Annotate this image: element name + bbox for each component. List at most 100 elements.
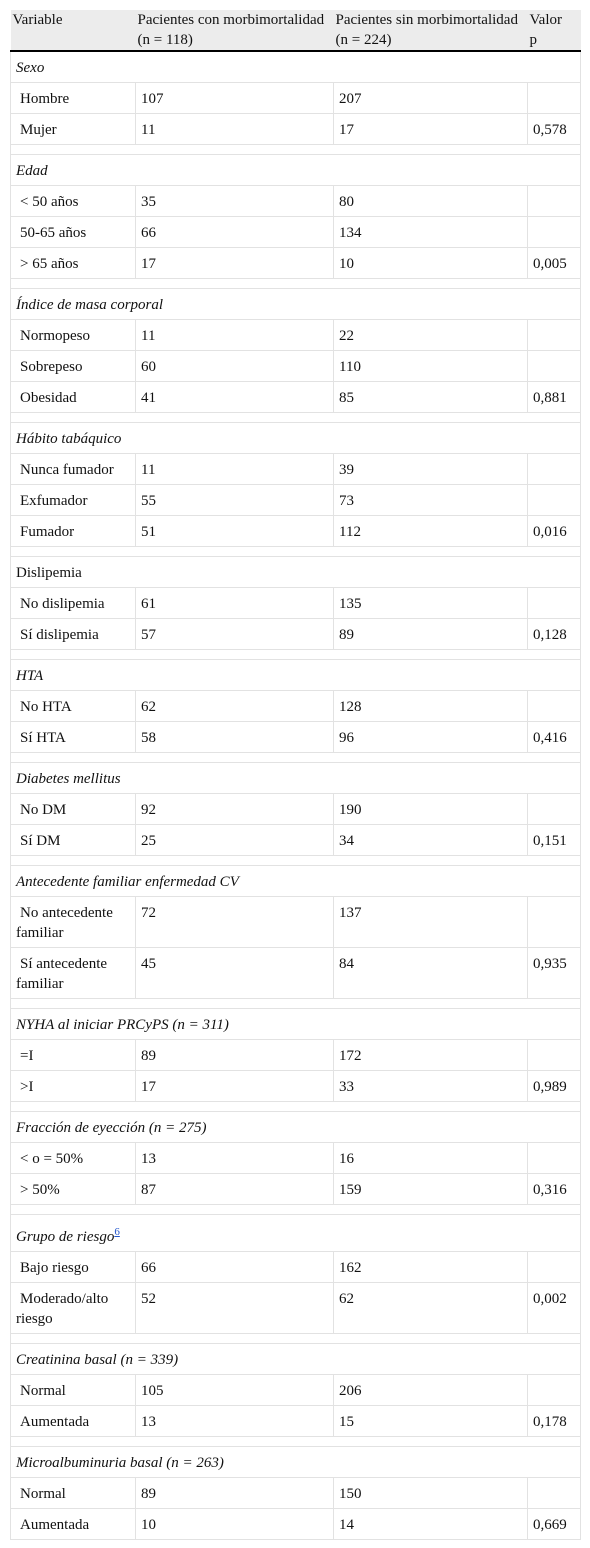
count-without: 150	[333, 1477, 528, 1509]
group-title: Diabetes mellitus	[16, 771, 121, 787]
header-cell: Variable	[10, 10, 136, 52]
count-with: 17	[135, 247, 334, 279]
count-with: 66	[135, 216, 334, 248]
footnote-ref: 6	[114, 1224, 120, 1238]
data-row: Exfumador 55 73	[10, 484, 581, 516]
p-value-cell	[527, 484, 581, 516]
p-value-cell: 0,005	[527, 247, 581, 279]
label-cell: < 50 años	[10, 185, 136, 217]
count-without: 89	[333, 618, 528, 650]
spacer-row	[10, 1333, 581, 1344]
p-value-cell: 0,578	[527, 113, 581, 145]
spacer-row	[10, 546, 581, 557]
header-cell: Pacientes sin morbimortalidad (n = 224)	[333, 10, 528, 52]
data-row: Moderado/alto riesgo 52 62 0,002	[10, 1282, 581, 1334]
row-label: Sí dislipemia	[20, 627, 99, 643]
count-without: 39	[333, 453, 528, 485]
spacer-row	[10, 1101, 581, 1112]
p-value-cell	[527, 453, 581, 485]
group-title-cell: Hábito tabáquico	[10, 422, 581, 454]
data-row: No HTA 62 128	[10, 690, 581, 722]
table-body: Sexo Hombre 107 207 Mujer 11 17 0,578 Edad < 50 a…	[10, 50, 581, 1540]
group-title-cell: Índice de masa corporal	[10, 288, 581, 320]
row-label: No antecedente familiar	[16, 905, 113, 941]
label-cell: >I	[10, 1070, 136, 1102]
data-row: No dislipemia 61 135	[10, 587, 581, 619]
count-with: 51	[135, 515, 334, 547]
spacer-row	[10, 649, 581, 660]
count-with: 17	[135, 1070, 334, 1102]
row-label: < 50 años	[20, 194, 79, 210]
row-label: Sí antecedente familiar	[16, 956, 108, 992]
data-row: No antecedente familiar 72 137	[10, 896, 581, 948]
p-value: 0,881	[533, 390, 567, 406]
count-with: 13	[135, 1405, 334, 1437]
data-row: Sí DM 25 34 0,151	[10, 824, 581, 856]
header-row: Variable Pacientes con morbimortalidad (n …	[10, 10, 581, 52]
header-text: p	[529, 32, 538, 48]
group-row: Diabetes mellitus	[10, 762, 581, 794]
spacer-row	[10, 278, 581, 289]
label-cell: Sobrepeso	[10, 350, 136, 382]
group-row: Hábito tabáquico	[10, 422, 581, 454]
label-cell: Sí antecedente familiar	[10, 947, 136, 999]
p-value-cell	[527, 1251, 581, 1283]
p-value-cell: 0,151	[527, 824, 581, 856]
footnote-link[interactable]: 6	[114, 1226, 120, 1238]
data-row: Aumentada 13 15 0,178	[10, 1405, 581, 1437]
p-value-cell	[527, 216, 581, 248]
group-row: Creatinina basal (n = 339)	[10, 1343, 581, 1375]
group-row: Antecedente familiar enfermedad CV	[10, 865, 581, 897]
count-without: 10	[333, 247, 528, 279]
count-with: 41	[135, 381, 334, 413]
count-without: 128	[333, 690, 528, 722]
spacer-cell	[10, 752, 581, 763]
label-cell: Aumentada	[10, 1508, 136, 1540]
count-without: 34	[333, 824, 528, 856]
group-title: Dislipemia	[16, 565, 82, 581]
row-label: Exfumador	[20, 493, 88, 509]
spacer-row	[10, 855, 581, 866]
header-text: (n = 224)	[335, 32, 392, 48]
data-row: No DM 92 190	[10, 793, 581, 825]
group-title: Grupo de riesgo	[16, 1229, 115, 1245]
p-value-cell: 0,935	[527, 947, 581, 999]
group-title: HTA	[16, 668, 44, 684]
count-with: 13	[135, 1142, 334, 1174]
p-value: 0,578	[533, 122, 567, 138]
row-label: No DM	[20, 802, 67, 818]
spacer-cell	[10, 1333, 581, 1344]
group-title-cell: Creatinina basal (n = 339)	[10, 1343, 581, 1375]
p-value-cell	[527, 319, 581, 351]
row-label: < o = 50%	[20, 1151, 84, 1167]
data-row: Sí HTA 58 96 0,416	[10, 721, 581, 753]
count-without: 190	[333, 793, 528, 825]
group-row: HTA	[10, 659, 581, 691]
count-with: 35	[135, 185, 334, 217]
p-value: 0,128	[533, 627, 567, 643]
count-with: 107	[135, 82, 334, 114]
p-value-cell	[527, 896, 581, 948]
group-row: Fracción de eyección (n = 275)	[10, 1111, 581, 1143]
p-value-cell: 0,669	[527, 1508, 581, 1540]
label-cell: Normopeso	[10, 319, 136, 351]
header-text: Variable	[12, 12, 63, 28]
row-label: No HTA	[20, 699, 72, 715]
row-label: Bajo riesgo	[20, 1260, 89, 1276]
p-value-cell: 0,128	[527, 618, 581, 650]
count-with: 92	[135, 793, 334, 825]
count-with: 87	[135, 1173, 334, 1205]
p-value: 0,002	[533, 1291, 567, 1307]
row-label: Hombre	[20, 91, 70, 107]
count-without: 33	[333, 1070, 528, 1102]
p-value-cell: 0,989	[527, 1070, 581, 1102]
group-title: Índice de masa corporal	[16, 297, 164, 313]
count-without: 80	[333, 185, 528, 217]
group-title-cell: Fracción de eyección (n = 275)	[10, 1111, 581, 1143]
group-title: Hábito tabáquico	[16, 431, 122, 447]
group-title-cell: Edad	[10, 154, 581, 186]
data-row: Normal 89 150	[10, 1477, 581, 1509]
data-row: Obesidad 41 85 0,881	[10, 381, 581, 413]
count-with: 10	[135, 1508, 334, 1540]
count-without: 172	[333, 1039, 528, 1071]
